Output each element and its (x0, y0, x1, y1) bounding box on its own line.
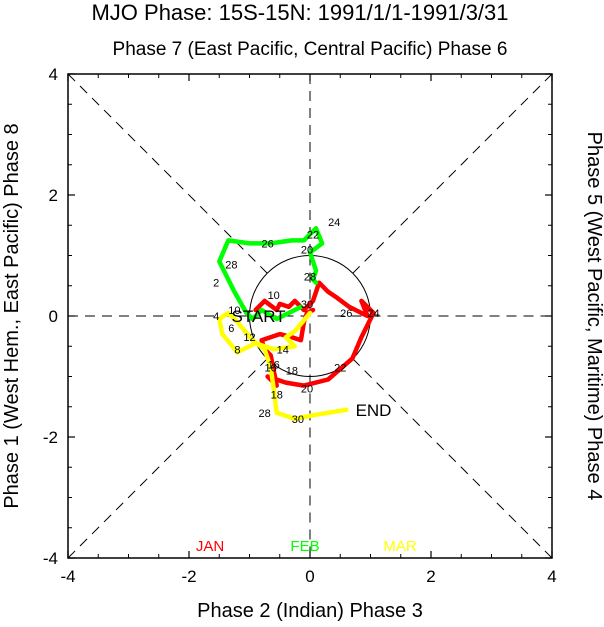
day-label: 22 (307, 229, 319, 241)
day-label: 16 (265, 362, 277, 374)
day-label: 2 (213, 278, 219, 290)
day-label: 30 (292, 414, 304, 426)
day-label: 24 (328, 217, 340, 229)
day-label: 20 (301, 244, 313, 256)
x-tick-label: 4 (547, 567, 556, 586)
x-tick-label: -4 (60, 567, 75, 586)
day-label: 16 (268, 359, 280, 371)
start-label: START (231, 307, 285, 326)
day-label: 6 (228, 323, 234, 335)
diagonal-guide (352, 358, 553, 559)
trajectory-layer (217, 226, 376, 422)
day-label: 28 (259, 408, 271, 420)
trajectory-mar (217, 310, 349, 422)
legend-feb: FEB (290, 538, 319, 555)
x-tick-label: 2 (426, 567, 435, 586)
diagonal-guide (67, 358, 268, 559)
x-tick-label: -2 (181, 567, 196, 586)
left-phase-label: Phase 1 (West Hem., East Pacific) Phase … (1, 123, 23, 508)
day-label: 30 (301, 299, 313, 311)
top-phase-label: Phase 7 (East Pacific, Central Pacific) … (113, 39, 508, 60)
day-label: 28 (225, 260, 237, 272)
diagonal-guide (352, 73, 553, 274)
y-tick-label: 4 (49, 65, 58, 84)
trajectory-jan (253, 280, 376, 388)
day-label: 12 (243, 332, 255, 344)
end-label: END (356, 401, 392, 420)
x-axis-label: Phase 2 (Indian) Phase 3 (197, 600, 423, 622)
day-label: 18 (286, 365, 298, 377)
legend-jan: JAN (196, 538, 224, 555)
x-tick-label: 0 (305, 567, 314, 586)
y-tick-label: -4 (43, 549, 58, 568)
diagonal-guide (67, 73, 268, 274)
legend-mar: MAR (383, 538, 417, 555)
month-legend: JAN FEB MAR (196, 538, 417, 555)
day-label: 10 (268, 290, 280, 302)
day-label: 26 (262, 238, 274, 250)
day-label: 28 (304, 272, 316, 284)
chart-title: MJO Phase: 15S-15N: 1991/1/1-1991/3/31 (91, 0, 508, 25)
day-label: 14 (277, 344, 289, 356)
trajectory-feb (217, 226, 325, 322)
day-label: 26 (340, 308, 352, 320)
day-label: 18 (271, 390, 283, 402)
y-tick-label: 2 (49, 186, 58, 205)
y-tick-label: -2 (43, 428, 58, 447)
day-label: 10 (228, 305, 240, 317)
day-label: 8 (234, 344, 240, 356)
day-label: 4 (213, 311, 219, 323)
day-label: 22 (334, 362, 346, 374)
day-label: 24 (367, 308, 379, 320)
right-phase-label: Phase 5 (West Pacific, Maritime) Phase 4 (583, 132, 604, 501)
day-label: 20 (301, 384, 313, 396)
y-tick-label: 0 (49, 307, 58, 326)
